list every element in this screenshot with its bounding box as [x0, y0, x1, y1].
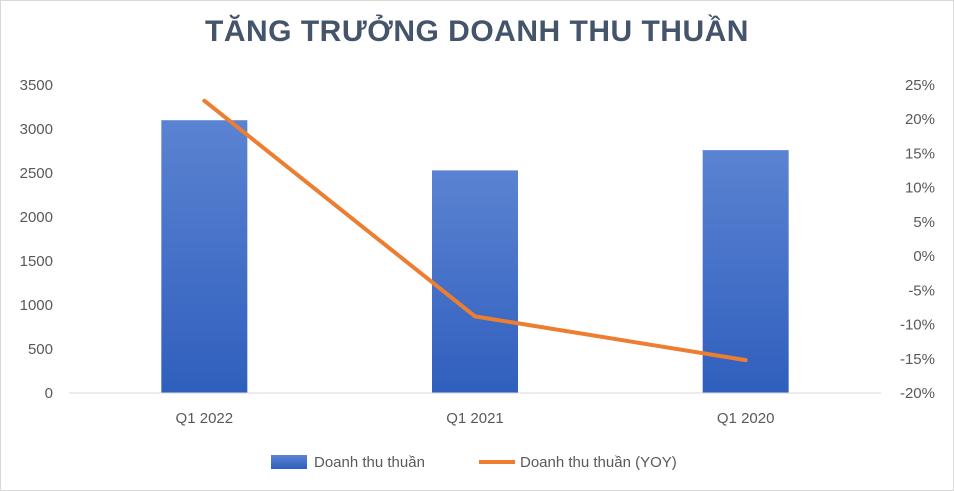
- y-left-tick-label: 1500: [20, 253, 53, 270]
- x-tick-label: Q1 2022: [176, 410, 234, 427]
- bar-doanh-thu-1: [432, 170, 518, 393]
- y-right-tick-label: -10%: [900, 317, 935, 334]
- y-left-tick-label: 3500: [20, 77, 53, 94]
- chart-title: TĂNG TRƯỞNG DOANH THU THUẦN: [205, 15, 749, 48]
- legend-bar-label: Doanh thu thuần: [314, 454, 425, 471]
- bar-doanh-thu-2: [702, 150, 789, 393]
- y-left-tick-label: 3000: [20, 121, 53, 138]
- legend-line-label: Doanh thu thuần (YOY): [520, 454, 677, 471]
- y-right-tick-label: 15%: [905, 145, 935, 162]
- y-right-tick-label: 25%: [905, 77, 935, 94]
- y-right-tick-label: -5%: [908, 282, 935, 299]
- y-right-tick-label: -20%: [900, 385, 935, 402]
- y-right-tick-label: 5%: [913, 214, 935, 231]
- y-left-tick-label: 500: [28, 341, 53, 358]
- y-left-tick-label: 2500: [20, 165, 53, 182]
- y-left-tick-label: 1000: [20, 297, 53, 314]
- y-right-tick-label: 20%: [905, 111, 935, 128]
- y-right-tick-label: 0%: [913, 248, 935, 265]
- x-tick-label: Q1 2020: [717, 410, 775, 427]
- y-right-tick-label: 10%: [905, 180, 935, 197]
- x-tick-label: Q1 2021: [446, 410, 504, 427]
- y-right-tick-label: -15%: [900, 351, 935, 368]
- bar-doanh-thu-0: [161, 120, 248, 393]
- y-left-tick-label: 0: [45, 385, 53, 402]
- legend-bar-swatch: [271, 455, 307, 469]
- y-left-tick-label: 2000: [20, 209, 53, 226]
